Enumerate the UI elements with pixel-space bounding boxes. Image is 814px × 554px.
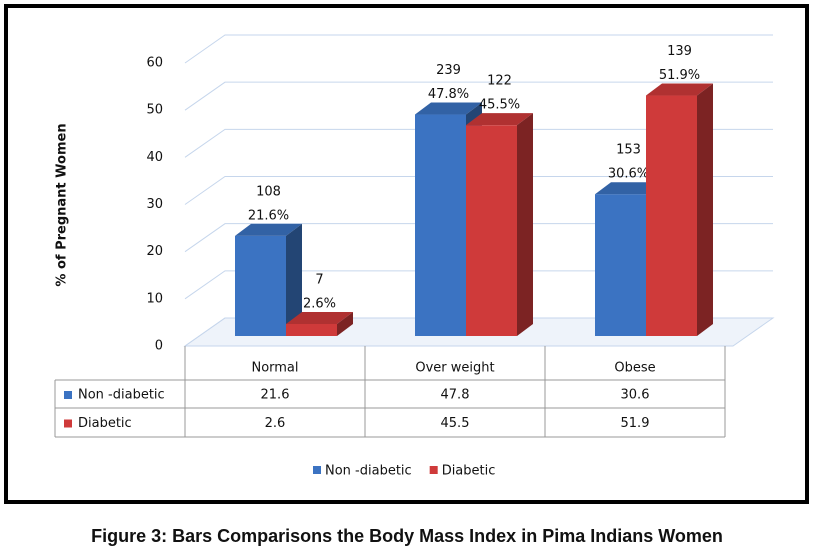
bar-side [517, 113, 533, 336]
grid-line [184, 128, 773, 158]
grid-line [184, 270, 773, 300]
bar-top [595, 182, 662, 195]
y-tick-label: 10 [146, 291, 163, 306]
grid-line [184, 81, 773, 111]
bar-front [646, 95, 697, 336]
bar-front [595, 194, 646, 336]
data-label-percent: 21.6% [248, 208, 289, 223]
grid-line [184, 223, 773, 253]
data-label-count: 139 [667, 44, 692, 59]
grid-line [184, 317, 773, 347]
x-tick-label: Over weight [415, 361, 494, 376]
bar-top [235, 223, 302, 236]
y-tick-label: 50 [146, 103, 163, 118]
table-legend-key [64, 391, 72, 399]
data-label-count: 122 [487, 74, 512, 89]
y-tick-label: 30 [146, 197, 163, 212]
table-cell: 51.9 [621, 416, 650, 431]
bar-top [286, 311, 353, 324]
y-tick-label: 60 [146, 56, 163, 71]
data-label-percent: 47.8% [428, 87, 469, 102]
data-label-count: 153 [616, 143, 641, 158]
bar-front [235, 235, 286, 336]
table-cell: 30.6 [621, 388, 650, 403]
data-label-percent: 2.6% [303, 296, 336, 311]
bar-side [286, 223, 302, 336]
table-cell: 45.5 [441, 416, 470, 431]
bar-front [286, 323, 337, 336]
figure-caption: Figure 3: Bars Comparisons the Body Mass… [91, 526, 723, 546]
data-label-percent: 45.5% [479, 98, 520, 113]
x-tick-label: Obese [614, 361, 655, 376]
legend-label: Non -diabetic [325, 464, 412, 479]
x-tick-label: Normal [251, 361, 298, 376]
legend-key [429, 466, 438, 474]
bar-top [646, 83, 713, 96]
table-cell: 47.8 [441, 388, 470, 403]
data-label-count: 239 [436, 63, 461, 78]
table-row-label: Diabetic [78, 416, 132, 431]
bar-front [466, 125, 517, 336]
table-cell: 21.6 [261, 388, 290, 403]
y-tick-label: 20 [146, 244, 163, 259]
data-label-count: 7 [315, 272, 323, 287]
bar-top [466, 113, 533, 126]
bar-front [415, 114, 466, 336]
y-axis-label: % of Pregnant Women [55, 123, 70, 286]
bar-side [337, 311, 353, 336]
table-legend-key [64, 419, 72, 428]
y-tick-label: 40 [146, 150, 163, 165]
table-row-label: Non -diabetic [78, 388, 165, 403]
legend-key [313, 466, 321, 474]
y-tick-label: 0 [155, 339, 163, 354]
data-label-count: 108 [256, 184, 281, 199]
grid-line [184, 34, 773, 64]
table-cell: 2.6 [265, 416, 286, 431]
data-label-percent: 51.9% [659, 68, 700, 83]
bar-side [697, 83, 713, 336]
bar-top [415, 102, 482, 115]
grid-line [184, 176, 773, 205]
data-label-percent: 30.6% [608, 167, 649, 182]
legend-label: Diabetic [442, 464, 496, 479]
